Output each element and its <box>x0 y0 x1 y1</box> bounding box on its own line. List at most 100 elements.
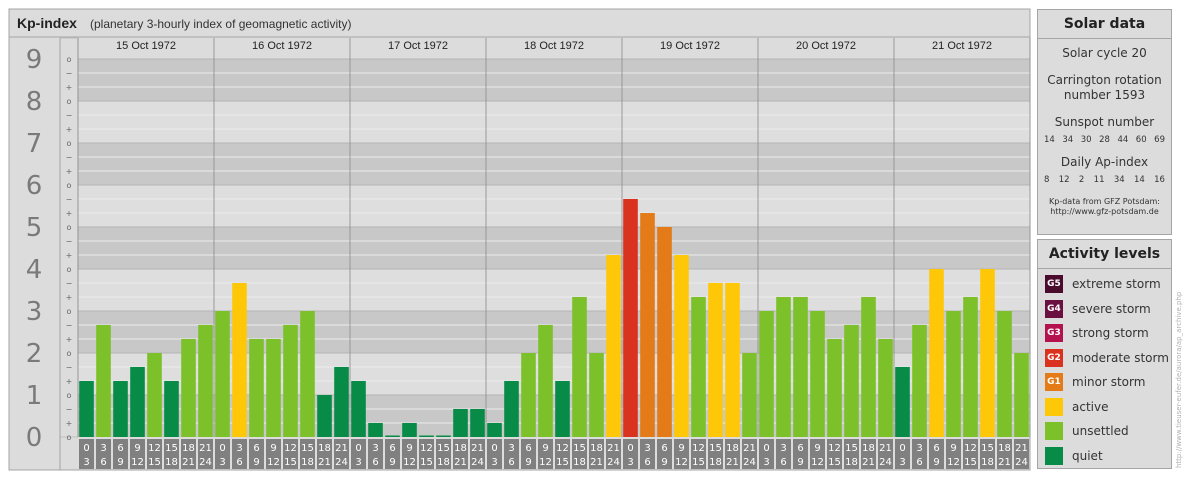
hour-box <box>589 439 604 469</box>
hour-end-label: 21 <box>998 457 1011 468</box>
hour-end-label: 24 <box>1015 457 1028 468</box>
minor-tick-label: o <box>67 181 72 190</box>
hour-box <box>470 439 485 469</box>
minor-tick-label: + <box>66 209 73 218</box>
data-credit-line1: Kp-data from GFZ Potsdam: <box>1049 197 1160 206</box>
hour-box <box>691 439 706 469</box>
activity-level-row: G2 moderate storm <box>1038 346 1171 371</box>
hour-box <box>130 439 145 469</box>
minor-tick-label: − <box>66 69 73 78</box>
kp-bar <box>776 297 791 437</box>
kp-bar <box>1014 353 1029 437</box>
activity-level-swatch: G1 <box>1045 373 1063 392</box>
kp-bar <box>844 324 859 437</box>
kp-bar <box>623 198 638 437</box>
activity-level-swatch: G3 <box>1045 324 1063 343</box>
hour-start-label: 0 <box>83 443 89 454</box>
minor-tick-label: − <box>66 279 73 288</box>
hour-start-label: 15 <box>981 443 994 454</box>
hour-end-label: 6 <box>780 457 786 468</box>
hour-end-label: 6 <box>236 457 242 468</box>
hour-start-label: 6 <box>797 443 803 454</box>
hour-start-label: 3 <box>508 443 514 454</box>
ap-value: 8 <box>1044 175 1050 185</box>
solar-data-panel: Solar data Solar cycle 20 Carrington rot… <box>1037 9 1172 235</box>
hour-end-label: 12 <box>267 457 280 468</box>
hour-start-label: 21 <box>607 443 620 454</box>
y-tick-label: 0 <box>26 423 43 453</box>
y-tick-label: 5 <box>26 213 43 243</box>
sunspot-label: Sunspot number <box>1054 115 1155 129</box>
hour-box <box>708 439 723 469</box>
sunspot-values: 14 34 30 28 44 60 69 <box>1038 135 1171 145</box>
hour-start-label: 3 <box>100 443 106 454</box>
y-label-column <box>10 38 60 438</box>
hour-box <box>436 439 451 469</box>
hour-box <box>844 439 859 469</box>
activity-level-row: G3 strong storm <box>1038 321 1171 346</box>
kp-bar <box>266 339 281 437</box>
kp-bar <box>997 311 1012 437</box>
hour-end-label: 12 <box>811 457 824 468</box>
sunspot-value: 69 <box>1154 135 1165 145</box>
hour-box <box>334 439 349 469</box>
minor-tick-label: o <box>67 307 72 316</box>
day-label: 17 Oct 1972 <box>388 40 448 52</box>
minor-tick-label: + <box>66 293 73 302</box>
minor-tick-label: − <box>66 321 73 330</box>
hour-box <box>487 439 502 469</box>
activity-level-label: extreme storm <box>1072 277 1161 292</box>
hour-end-label: 21 <box>454 457 467 468</box>
hour-start-label: 18 <box>590 443 603 454</box>
kp-bar <box>691 297 706 437</box>
minor-tick-label: o <box>67 139 72 148</box>
hour-start-label: 0 <box>627 443 633 454</box>
hour-end-label: 21 <box>182 457 195 468</box>
activity-level-row: active <box>1038 395 1171 420</box>
hour-start-label: 3 <box>236 443 242 454</box>
activity-panel-title: Activity levels <box>1038 240 1171 269</box>
activity-level-swatch <box>1045 397 1063 416</box>
activity-levels-list: G5 extreme storm G4 severe storm G3 strong st… <box>1038 269 1171 468</box>
hour-start-label: 12 <box>828 443 841 454</box>
kp-bar <box>300 311 315 437</box>
hour-end-label: 15 <box>420 457 433 468</box>
hour-end-label: 15 <box>148 457 161 468</box>
kp-bar <box>198 324 213 437</box>
kp-bar <box>878 339 893 437</box>
kp-bar <box>215 311 230 437</box>
y-tick-label: 3 <box>26 297 43 327</box>
hour-start-label: 15 <box>437 443 450 454</box>
hour-box <box>946 439 961 469</box>
hour-end-label: 12 <box>403 457 416 468</box>
hour-box <box>776 439 791 469</box>
hour-box <box>861 439 876 469</box>
activity-level-row: quiet <box>1038 444 1171 469</box>
hour-end-label: 24 <box>471 457 484 468</box>
ap-value: 34 <box>1113 175 1125 185</box>
hour-end-label: 9 <box>525 457 531 468</box>
sunspot-value: 28 <box>1099 135 1110 145</box>
data-credit-line2: http://www.gfz-potsdam.de <box>1050 207 1159 216</box>
carrington-rotation-line1: Carrington rotation <box>1047 73 1162 87</box>
hour-start-label: 18 <box>998 443 1011 454</box>
kp-bar <box>334 366 349 437</box>
hour-box <box>96 439 111 469</box>
day-label: 18 Oct 1972 <box>524 40 584 52</box>
hour-box <box>793 439 808 469</box>
ap-value: 14 <box>1133 175 1145 185</box>
kp-band-5 <box>60 185 1030 227</box>
activity-level-swatch <box>1045 422 1063 441</box>
y-tick-label: 4 <box>26 255 43 285</box>
day-label: 15 Oct 1972 <box>116 40 176 52</box>
hour-end-label: 6 <box>100 457 106 468</box>
hour-start-label: 6 <box>525 443 531 454</box>
hour-end-label: 3 <box>83 457 89 468</box>
hour-box <box>368 439 383 469</box>
hour-end-label: 6 <box>916 457 922 468</box>
hour-end-label: 24 <box>335 457 348 468</box>
hour-end-label: 18 <box>709 457 722 468</box>
hour-end-label: 24 <box>743 457 756 468</box>
activity-levels-panel: Activity levels G5 extreme storm G4 severe … <box>1037 239 1172 469</box>
day-label: 20 Oct 1972 <box>796 40 856 52</box>
